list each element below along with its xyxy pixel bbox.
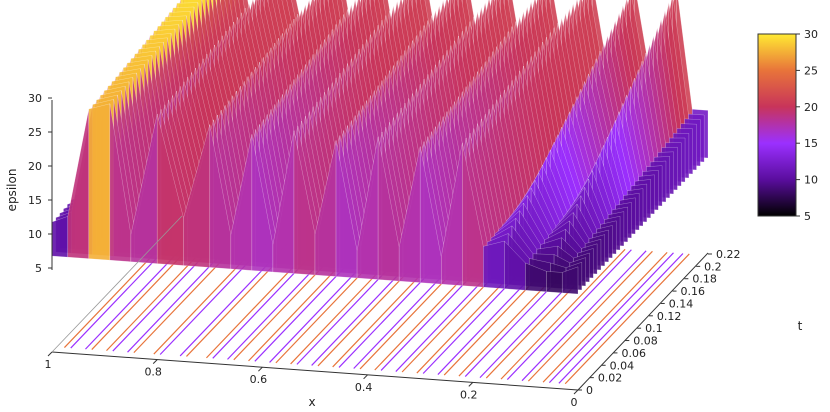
colorbar-ticks: 5 10 15 20 25 30 bbox=[796, 28, 818, 223]
surface-patch bbox=[67, 109, 89, 259]
t-tick-label: 0.08 bbox=[633, 335, 658, 348]
t-tick-label: 0.02 bbox=[598, 372, 623, 385]
contour-line bbox=[558, 253, 684, 384]
colorbar bbox=[757, 33, 797, 217]
t-tick-label: 0.06 bbox=[621, 347, 646, 360]
z-tick-label: 5 bbox=[35, 262, 42, 275]
z-axis-label: epsilon bbox=[5, 169, 19, 212]
x-tick-label: 0.8 bbox=[144, 366, 162, 379]
x-tick-label: 0.6 bbox=[250, 373, 268, 386]
tick-labels: 10.80.60.40.2000.020.040.060.080.10.120.… bbox=[28, 92, 741, 409]
surface-patch bbox=[88, 103, 111, 261]
z-tick-label: 25 bbox=[28, 126, 42, 139]
t-tick-label: 0.12 bbox=[657, 310, 682, 323]
x-tick-label: 0.2 bbox=[460, 388, 478, 401]
colorbar-tick-label: 15 bbox=[804, 137, 818, 150]
colorbar-tick-label: 10 bbox=[804, 174, 818, 187]
t-tick-label: 0.22 bbox=[716, 248, 741, 261]
x-axis-line bbox=[51, 351, 579, 391]
contour-line bbox=[548, 252, 674, 384]
t-tick-label: 0.18 bbox=[692, 273, 717, 286]
z-tick-label: 20 bbox=[28, 160, 42, 173]
t-tick-label: 0.14 bbox=[669, 297, 694, 310]
t-tick-label: 0.2 bbox=[704, 260, 722, 273]
contour-line bbox=[506, 249, 632, 381]
x-tick-mark bbox=[258, 366, 263, 372]
surface-mesh bbox=[51, 0, 709, 295]
z-tick-label: 15 bbox=[28, 194, 42, 207]
x-tick-mark bbox=[363, 374, 368, 380]
x-tick-label: 1 bbox=[45, 358, 52, 371]
colorbar-tick-label: 5 bbox=[804, 210, 811, 223]
x-tick-mark bbox=[47, 351, 53, 357]
t-axis-label: t bbox=[798, 319, 803, 333]
contour-line bbox=[564, 253, 690, 385]
x-tick-mark bbox=[573, 389, 579, 395]
t-axis-line bbox=[577, 252, 709, 391]
surface-patch bbox=[51, 216, 68, 258]
colorbar-tick-label: 30 bbox=[804, 28, 818, 41]
contour-line bbox=[521, 250, 647, 382]
x-tick-mark bbox=[468, 382, 474, 387]
x-axis-label: x bbox=[308, 395, 315, 409]
x-tick-label: 0.4 bbox=[355, 381, 373, 394]
colorbar-tick-label: 25 bbox=[804, 64, 818, 77]
axes bbox=[51, 100, 709, 391]
t-tick-label: 0.04 bbox=[610, 359, 635, 372]
z-tick-label: 30 bbox=[28, 92, 42, 105]
z-tick-label: 10 bbox=[28, 228, 42, 241]
x-tick-mark bbox=[152, 359, 158, 364]
surface-patch bbox=[483, 240, 505, 289]
base-back-line bbox=[51, 215, 183, 353]
colorbar-tick-label: 20 bbox=[804, 101, 818, 114]
surface-patch bbox=[562, 266, 579, 295]
contour-line bbox=[500, 248, 626, 380]
t-tick-label: 0 bbox=[586, 384, 593, 397]
contour-line bbox=[527, 250, 653, 382]
surface-patch bbox=[546, 271, 563, 294]
t-tick-label: 0.1 bbox=[645, 322, 663, 335]
contour-line bbox=[542, 251, 668, 383]
t-tick-label: 0.16 bbox=[681, 285, 706, 298]
x-tick-label: 0 bbox=[571, 396, 578, 409]
